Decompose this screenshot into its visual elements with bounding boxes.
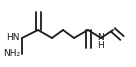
Text: H: H	[98, 41, 104, 51]
Text: NH₂: NH₂	[3, 50, 20, 58]
Text: HN: HN	[7, 34, 20, 42]
Text: N: N	[98, 34, 104, 42]
